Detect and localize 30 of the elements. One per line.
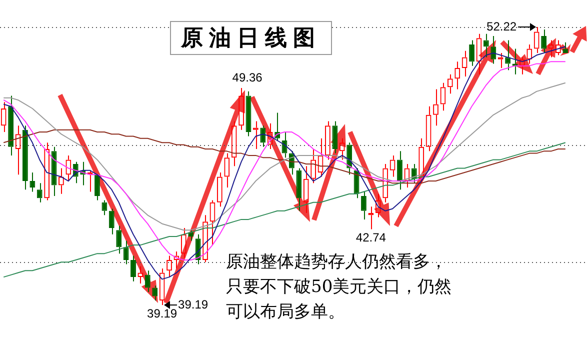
annotation: 52.22: [486, 19, 517, 34]
candlestick: [123, 240, 129, 265]
candlestick: [296, 168, 302, 212]
annotation: 49.36: [232, 70, 263, 84]
candlestick: [8, 95, 14, 156]
candlestick: [102, 200, 108, 216]
candlestick: [22, 125, 28, 190]
chart-title: 原油日线图: [170, 21, 332, 55]
candlestick: [469, 40, 474, 66]
candlestick: [397, 150, 402, 190]
candlestick: [483, 33, 489, 58]
candlestick: [260, 125, 266, 148]
candlestick: [30, 172, 36, 192]
candlestick: [116, 225, 122, 254]
candlestick: [361, 191, 366, 220]
candlestick: [512, 48, 518, 75]
annotation: 39.19: [178, 297, 208, 312]
candlestick: [130, 255, 136, 282]
text: 39.19: [147, 306, 178, 320]
annotation: 42.74: [356, 230, 386, 245]
candlestick: [144, 270, 150, 292]
candlestick: [562, 42, 568, 54]
annotation: 原油整体趋势存人仍然看多，只要不下破50美元关口，仍然可以布局多单。: [226, 251, 453, 324]
candlestick: [332, 120, 338, 154]
candlestick: [490, 35, 496, 64]
candlestick: [541, 29, 546, 54]
candlestick: [505, 40, 510, 71]
candlestick: [36, 182, 42, 203]
candlestick: [94, 174, 100, 201]
candlestick: [108, 208, 114, 235]
